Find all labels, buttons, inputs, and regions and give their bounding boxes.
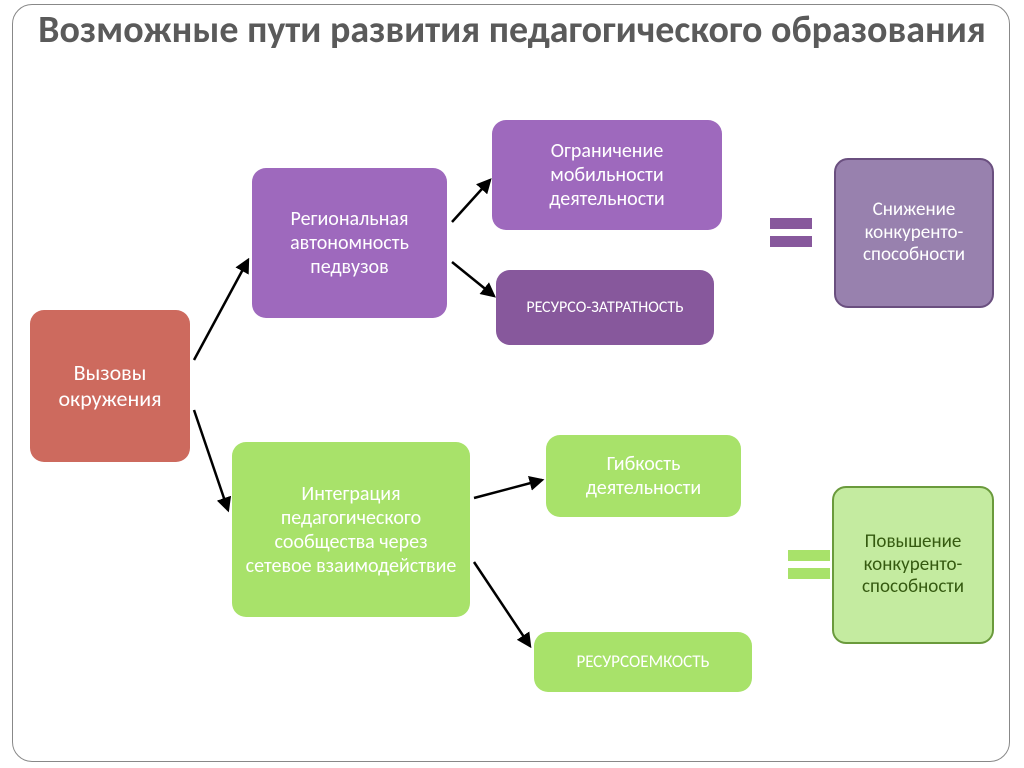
node-decrease-label: Снижение конкуренто-способности [844,199,984,267]
node-resource-cap: РЕСУРСОЕМКОСТЬ [534,632,752,692]
node-mobility-label: Ограничение мобильности деятельности [500,139,714,211]
node-root-label: Вызовы окружения [38,360,182,413]
node-regional-label: Региональная автономность педвузов [260,207,439,279]
node-flex: Гибкость деятельности [546,435,741,517]
node-resource-cost-label: РЕСУРСО-ЗАТРАТНОСТЬ [526,298,683,317]
node-root: Вызовы окружения [30,310,190,462]
node-flex-label: Гибкость деятельности [554,452,733,500]
node-increase-label: Повышение конкуренто-способности [842,531,984,599]
node-decrease: Снижение конкуренто-способности [834,158,994,308]
equals-sign-top [770,218,812,247]
node-resource-cost: РЕСУРСО-ЗАТРАТНОСТЬ [496,270,714,345]
node-increase: Повышение конкуренто-способности [832,486,994,644]
node-integration: Интеграция педагогического сообщества че… [232,442,470,617]
equals-sign-bottom [788,550,830,579]
node-integration-label: Интеграция педагогического сообщества че… [240,482,462,578]
node-mobility: Ограничение мобильности деятельности [492,120,722,230]
node-regional: Региональная автономность педвузов [252,168,447,318]
node-resource-cap-label: РЕСУРСОЕМКОСТЬ [576,652,709,672]
slide-title: Возможные пути развития педагогического … [0,10,1024,52]
